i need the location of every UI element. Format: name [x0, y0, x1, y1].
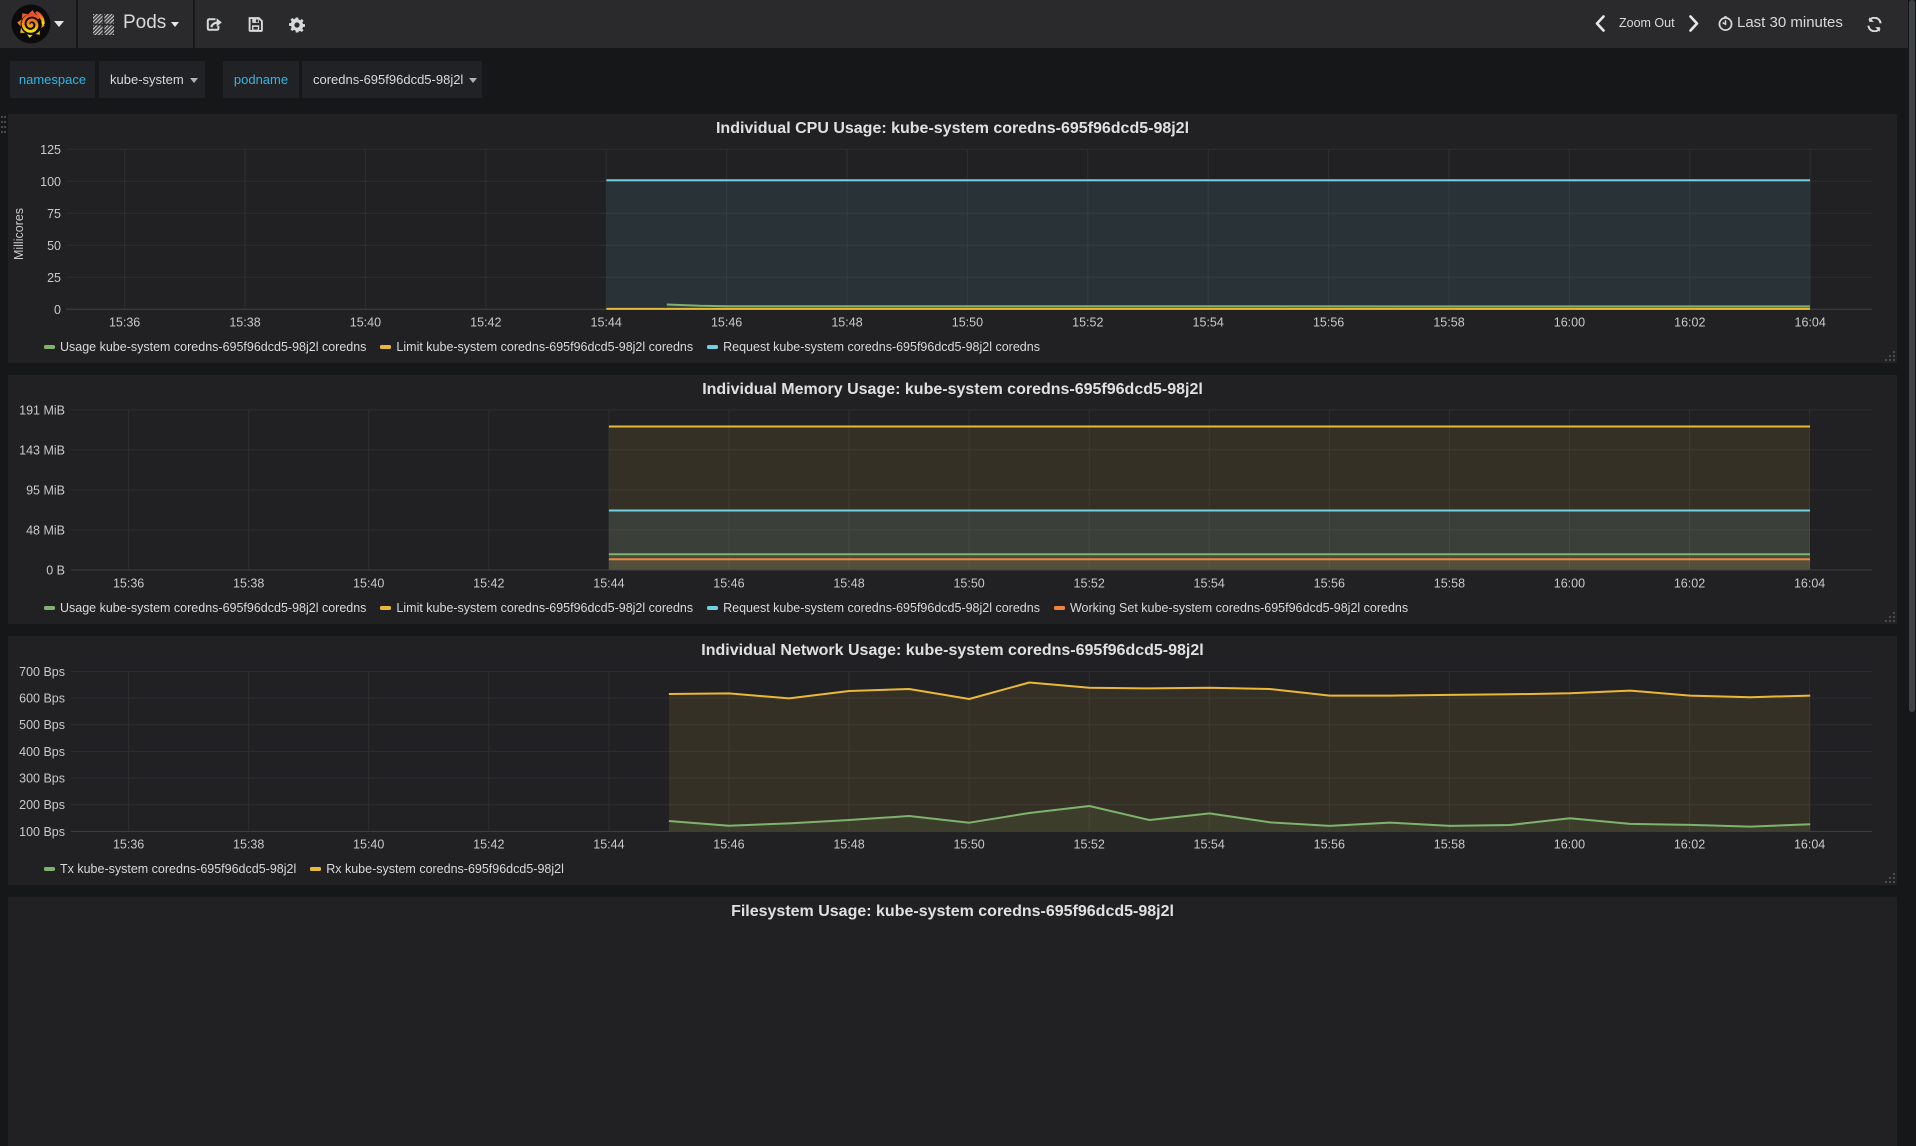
- svg-text:100 Bps: 100 Bps: [19, 825, 65, 839]
- svg-text:15:50: 15:50: [952, 316, 983, 330]
- svg-text:15:48: 15:48: [831, 316, 862, 330]
- svg-text:500 Bps: 500 Bps: [19, 718, 65, 732]
- svg-text:95 MiB: 95 MiB: [26, 483, 65, 497]
- svg-text:15:38: 15:38: [233, 838, 264, 852]
- svg-text:15:52: 15:52: [1074, 577, 1105, 591]
- svg-text:16:02: 16:02: [1674, 316, 1705, 330]
- svg-text:16:04: 16:04: [1794, 838, 1825, 852]
- svg-text:15:52: 15:52: [1072, 316, 1103, 330]
- svg-text:16:04: 16:04: [1795, 316, 1826, 330]
- svg-text:143 MiB: 143 MiB: [19, 443, 65, 457]
- svg-text:15:36: 15:36: [113, 577, 144, 591]
- svg-text:600 Bps: 600 Bps: [19, 692, 65, 706]
- svg-text:700 Bps: 700 Bps: [19, 665, 65, 679]
- svg-text:15:56: 15:56: [1314, 838, 1345, 852]
- svg-text:15:50: 15:50: [953, 577, 984, 591]
- svg-text:15:42: 15:42: [470, 316, 501, 330]
- svg-text:15:46: 15:46: [711, 316, 742, 330]
- svg-text:15:44: 15:44: [593, 838, 624, 852]
- svg-text:15:38: 15:38: [229, 316, 260, 330]
- svg-text:50: 50: [47, 239, 61, 253]
- svg-text:15:54: 15:54: [1193, 316, 1224, 330]
- svg-text:300 Bps: 300 Bps: [19, 772, 65, 786]
- svg-text:15:56: 15:56: [1314, 577, 1345, 591]
- svg-text:15:36: 15:36: [113, 838, 144, 852]
- svg-text:15:54: 15:54: [1194, 838, 1225, 852]
- svg-text:15:58: 15:58: [1434, 577, 1465, 591]
- svg-text:0: 0: [54, 303, 61, 317]
- svg-text:15:48: 15:48: [833, 838, 864, 852]
- svg-text:15:58: 15:58: [1433, 316, 1464, 330]
- svg-text:200 Bps: 200 Bps: [19, 798, 65, 812]
- svg-text:15:48: 15:48: [833, 577, 864, 591]
- svg-text:16:02: 16:02: [1674, 838, 1705, 852]
- svg-text:125: 125: [40, 143, 61, 157]
- svg-text:0 B: 0 B: [46, 564, 65, 578]
- svg-text:15:38: 15:38: [233, 577, 264, 591]
- svg-text:15:36: 15:36: [109, 316, 140, 330]
- svg-text:15:40: 15:40: [353, 577, 384, 591]
- svg-text:16:04: 16:04: [1794, 577, 1825, 591]
- svg-text:15:46: 15:46: [713, 577, 744, 591]
- svg-text:15:44: 15:44: [593, 577, 624, 591]
- svg-text:15:42: 15:42: [473, 838, 504, 852]
- svg-text:15:40: 15:40: [353, 838, 384, 852]
- svg-text:16:00: 16:00: [1554, 577, 1585, 591]
- svg-text:16:02: 16:02: [1674, 577, 1705, 591]
- svg-text:100: 100: [40, 175, 61, 189]
- svg-text:191 MiB: 191 MiB: [19, 403, 65, 417]
- svg-text:16:00: 16:00: [1554, 316, 1585, 330]
- svg-text:15:46: 15:46: [713, 838, 744, 852]
- svg-text:15:44: 15:44: [591, 316, 622, 330]
- svg-text:15:58: 15:58: [1434, 838, 1465, 852]
- svg-text:15:52: 15:52: [1074, 838, 1105, 852]
- svg-text:75: 75: [47, 207, 61, 221]
- svg-text:25: 25: [47, 271, 61, 285]
- svg-text:15:42: 15:42: [473, 577, 504, 591]
- svg-text:48 MiB: 48 MiB: [26, 524, 65, 538]
- svg-text:15:50: 15:50: [953, 838, 984, 852]
- svg-text:15:54: 15:54: [1194, 577, 1225, 591]
- svg-text:15:56: 15:56: [1313, 316, 1344, 330]
- svg-text:400 Bps: 400 Bps: [19, 745, 65, 759]
- svg-text:16:00: 16:00: [1554, 838, 1585, 852]
- svg-text:15:40: 15:40: [350, 316, 381, 330]
